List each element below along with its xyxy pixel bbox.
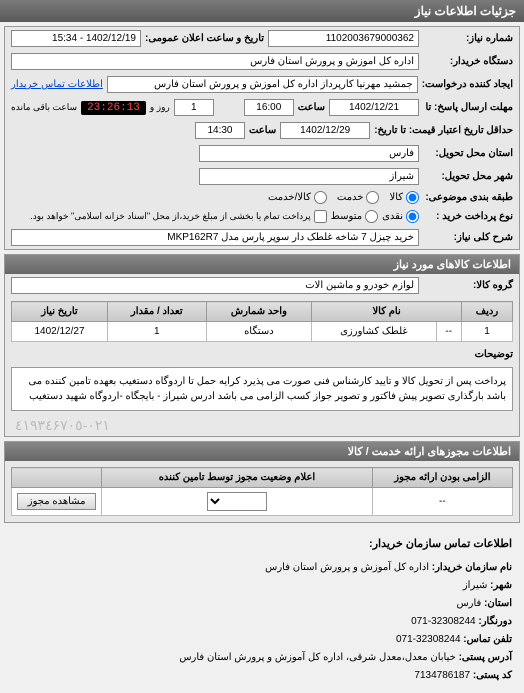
- days-field[interactable]: [174, 99, 214, 116]
- budget-radio-kala[interactable]: کالا: [389, 191, 419, 204]
- cell-idx: 1: [461, 322, 512, 342]
- org-province: فارس: [456, 598, 481, 609]
- goods-table: ردیف نام کالا واحد شمارش تعداد / مقدار ت…: [11, 301, 513, 342]
- req-number-label: شماره نیاز:: [423, 33, 513, 44]
- deadline-date-field[interactable]: [329, 99, 419, 116]
- col-row: ردیف: [461, 302, 512, 322]
- permit-col-2: اعلام وضعیت مجوز توسط تامین كننده: [102, 468, 373, 488]
- payment-note-check[interactable]: پرداخت تمام یا بخشی از مبلغ خرید،از محل …: [30, 210, 326, 223]
- budget-radio-both[interactable]: کالا/خدمت: [268, 191, 327, 204]
- cell-date: 1402/12/27: [12, 322, 108, 342]
- deadline-time-field[interactable]: [244, 99, 294, 116]
- col-name: نام کالا: [312, 302, 462, 322]
- permit-row: -- مشاهده مجوز: [12, 488, 513, 516]
- budget-radio-both-label: کالا/خدمت: [268, 192, 311, 203]
- budget-radio-khadamat-label: خدمت: [337, 192, 364, 203]
- requester-label: ایجاد کننده درخواست:: [422, 79, 513, 90]
- payment-radio-cash-input[interactable]: [406, 210, 419, 223]
- permit-cell-1: --: [372, 488, 512, 516]
- org-phone: 32308244-071: [396, 634, 461, 645]
- buyer-label: دستگاه خریدار:: [423, 56, 513, 67]
- payment-radio-med-label: متوسط: [331, 211, 362, 222]
- org-address: خیابان معدل،معدل شرقی، اداره کل آموزش و …: [179, 652, 455, 663]
- delivery-state-label: استان محل تحویل:: [423, 148, 513, 159]
- table-row[interactable]: 1 -- غلطک کشاورزی دستگاه 1 1402/12/27: [12, 322, 513, 342]
- announce-label: تاریخ و ساعت اعلان عمومی:: [145, 33, 264, 44]
- goods-header: اطلاعات کالاهای مورد نیاز: [5, 255, 519, 274]
- cell-qty: 1: [107, 322, 206, 342]
- org-address-label: آدرس پستی:: [459, 652, 512, 663]
- org-city: شیراز: [463, 580, 488, 591]
- payment-radio-med-input[interactable]: [365, 210, 378, 223]
- requester-field[interactable]: [107, 76, 418, 93]
- validity-label: حداقل تاریخ اعتبار قیمت: تا تاریخ:: [374, 125, 513, 136]
- desc-label: توضیحات: [423, 349, 513, 360]
- org-postcode: 7134786187: [414, 670, 470, 681]
- budget-radio-group: کالا خدمت کالا/خدمت: [268, 191, 419, 204]
- org-info: اطلاعات تماس سازمان خریدار: نام سازمان خ…: [0, 527, 524, 693]
- delivery-state-field[interactable]: [199, 145, 419, 162]
- time-label-2: ساعت: [249, 125, 276, 136]
- validity-date-field[interactable]: [280, 122, 370, 139]
- titlebar: جزئیات اطلاعات نیاز: [0, 0, 524, 22]
- budget-radio-khadamat-input[interactable]: [366, 191, 379, 204]
- validity-time-field[interactable]: [195, 122, 245, 139]
- org-phone-label: تلفن تماس:: [463, 634, 512, 645]
- org-province-label: استان:: [484, 598, 512, 609]
- goods-section: اطلاعات کالاهای مورد نیاز گروه کالا: ردی…: [4, 254, 520, 437]
- countdown: 23:26:13: [81, 101, 146, 115]
- remaining-label: ساعت باقی مانده: [11, 102, 77, 113]
- cell-dash: --: [436, 322, 461, 342]
- payment-radio-cash-label: نقدی: [382, 211, 403, 222]
- desc-box: پرداخت پس از تحویل کالا و تایید کارشناس …: [11, 367, 513, 411]
- budget-radio-khadamat[interactable]: خدمت: [337, 191, 380, 204]
- permit-col-3: [12, 468, 102, 488]
- org-city-label: شهر:: [490, 580, 512, 591]
- permit-select[interactable]: [207, 492, 267, 511]
- delivery-city-label: شهر محل تحویل:: [423, 171, 513, 182]
- request-info-section: شماره نیاز: تاریخ و ساعت اعلان عمومی: دس…: [4, 26, 520, 250]
- delivery-city-field[interactable]: [199, 168, 419, 185]
- summary-label: شرح کلی نیاز:: [423, 232, 513, 243]
- permit-cell-2: [102, 488, 373, 516]
- permit-header: اطلاعات مجوزهای ارائه خدمت / کالا: [5, 442, 519, 461]
- time-label-1: ساعت: [298, 102, 325, 113]
- payment-note-checkbox[interactable]: [314, 210, 327, 223]
- view-permit-button[interactable]: مشاهده مجوز: [17, 493, 97, 510]
- payment-radio-med[interactable]: متوسط: [331, 210, 378, 223]
- budget-radio-kala-label: کالا: [389, 192, 403, 203]
- col-qty: تعداد / مقدار: [107, 302, 206, 322]
- contact-link[interactable]: اطلاعات تماس خریدار: [11, 79, 103, 90]
- org-name-label: نام سازمان خریدار:: [432, 562, 512, 573]
- org-name: اداره کل آموزش و پرورش استان فارس: [265, 562, 429, 573]
- deadline-label: مهلت ارسال پاسخ: تا: [423, 102, 513, 113]
- permit-cell-3: مشاهده مجوز: [12, 488, 102, 516]
- goods-group-label: گروه کالا:: [423, 280, 513, 291]
- org-fax-label: دورنگار:: [478, 616, 512, 627]
- budget-radio-both-input[interactable]: [314, 191, 327, 204]
- budget-type-label: طبقه بندی موضوعی:: [423, 192, 513, 203]
- budget-radio-kala-input[interactable]: [406, 191, 419, 204]
- permit-col-1: الزامی بودن ارائه مجوز: [372, 468, 512, 488]
- days-label: روز و: [150, 102, 170, 113]
- col-date: تاریخ نیاز: [12, 302, 108, 322]
- col-unit: واحد شمارش: [206, 302, 312, 322]
- org-postcode-label: کد پستی:: [473, 670, 512, 681]
- announce-field[interactable]: [11, 30, 141, 47]
- permit-table: الزامی بودن ارائه مجوز اعلام وضعیت مجوز …: [11, 467, 513, 516]
- watermark: ٠٢١-٤١٩٣٤۶٧٠٥: [5, 415, 519, 436]
- org-header: اطلاعات تماس سازمان خریدار:: [12, 535, 512, 555]
- permit-section: اطلاعات مجوزهای ارائه خدمت / کالا الزامی…: [4, 441, 520, 523]
- payment-label: نوع پرداخت خرید :: [423, 211, 513, 222]
- goods-group-field[interactable]: [11, 277, 419, 294]
- buyer-field[interactable]: [11, 53, 419, 70]
- org-fax: 32308244-071: [411, 616, 476, 627]
- summary-field[interactable]: [11, 229, 419, 246]
- cell-unit: دستگاه: [206, 322, 312, 342]
- payment-note-text: پرداخت تمام یا بخشی از مبلغ خرید،از محل …: [30, 211, 310, 222]
- req-number-field[interactable]: [268, 30, 419, 47]
- payment-radio-cash[interactable]: نقدی: [382, 210, 419, 223]
- cell-name: غلطک کشاورزی: [312, 322, 436, 342]
